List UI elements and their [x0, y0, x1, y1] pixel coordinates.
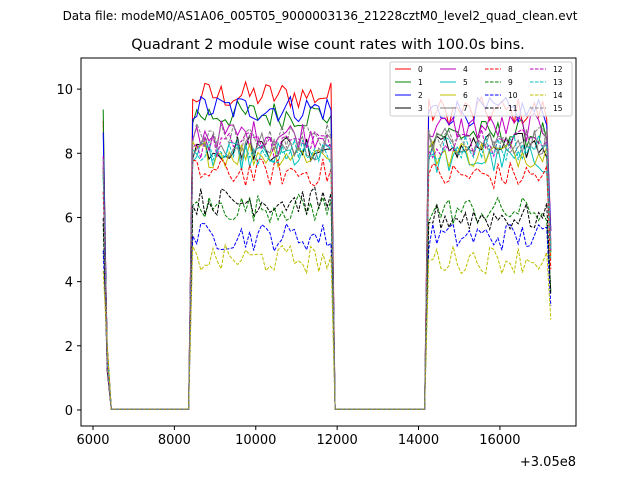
legend-label: 3 — [418, 104, 423, 113]
x-tick-label: 12000 — [316, 433, 357, 448]
legend-label: 9 — [508, 78, 513, 87]
axes-ticks: 6000 8000 10000 12000 14000 16000 0 2 4 6 8 10 — [56, 83, 520, 448]
y-tick-label: 0 — [65, 404, 73, 419]
y-tick-label: 4 — [65, 276, 73, 291]
series-line-5 — [102, 141, 552, 410]
x-tick-label: 6000 — [76, 433, 109, 448]
legend-label: 2 — [418, 91, 423, 100]
series-line-3 — [102, 132, 552, 410]
series-line-14 — [102, 243, 552, 410]
legend-label: 0 — [418, 65, 423, 74]
data-file-label: Data file: modeM0/AS1A06_005T05_90000031… — [63, 9, 578, 23]
x-tick-label: 16000 — [479, 433, 520, 448]
legend-label: 15 — [553, 104, 563, 113]
y-tick-label: 10 — [56, 83, 73, 98]
legend-label: 6 — [463, 91, 468, 100]
legend-label: 1 — [418, 78, 423, 87]
series-line-0 — [102, 80, 552, 410]
plot-lines — [102, 80, 552, 410]
chart-title: Quadrant 2 module wise count rates with … — [131, 37, 525, 53]
series-line-11 — [102, 186, 552, 410]
legend-label: 14 — [553, 91, 563, 100]
y-tick-label: 2 — [65, 340, 73, 355]
x-tick-label: 10000 — [235, 433, 276, 448]
legend-label: 7 — [463, 104, 468, 113]
series-line-8 — [102, 158, 552, 410]
x-tick-label: 14000 — [398, 433, 439, 448]
plot-frame — [80, 57, 577, 427]
series-line-4 — [102, 112, 552, 410]
legend-label: 8 — [508, 65, 513, 74]
legend-label: 5 — [463, 78, 468, 87]
y-tick-label: 6 — [65, 211, 73, 226]
x-offset-label: +3.05e8 — [520, 455, 576, 470]
x-tick-label: 8000 — [158, 433, 191, 448]
series-line-13 — [102, 133, 552, 410]
series-line-10 — [102, 222, 552, 410]
y-tick-label: 8 — [65, 147, 73, 162]
legend-label: 4 — [463, 65, 468, 74]
legend-label: 13 — [553, 78, 563, 87]
series-line-15 — [102, 121, 552, 410]
legend-label: 10 — [508, 91, 518, 100]
series-line-6 — [102, 140, 552, 410]
legend-label: 11 — [508, 104, 518, 113]
legend-box — [389, 61, 573, 117]
series-line-9 — [102, 193, 552, 410]
legend-label: 12 — [553, 65, 563, 74]
